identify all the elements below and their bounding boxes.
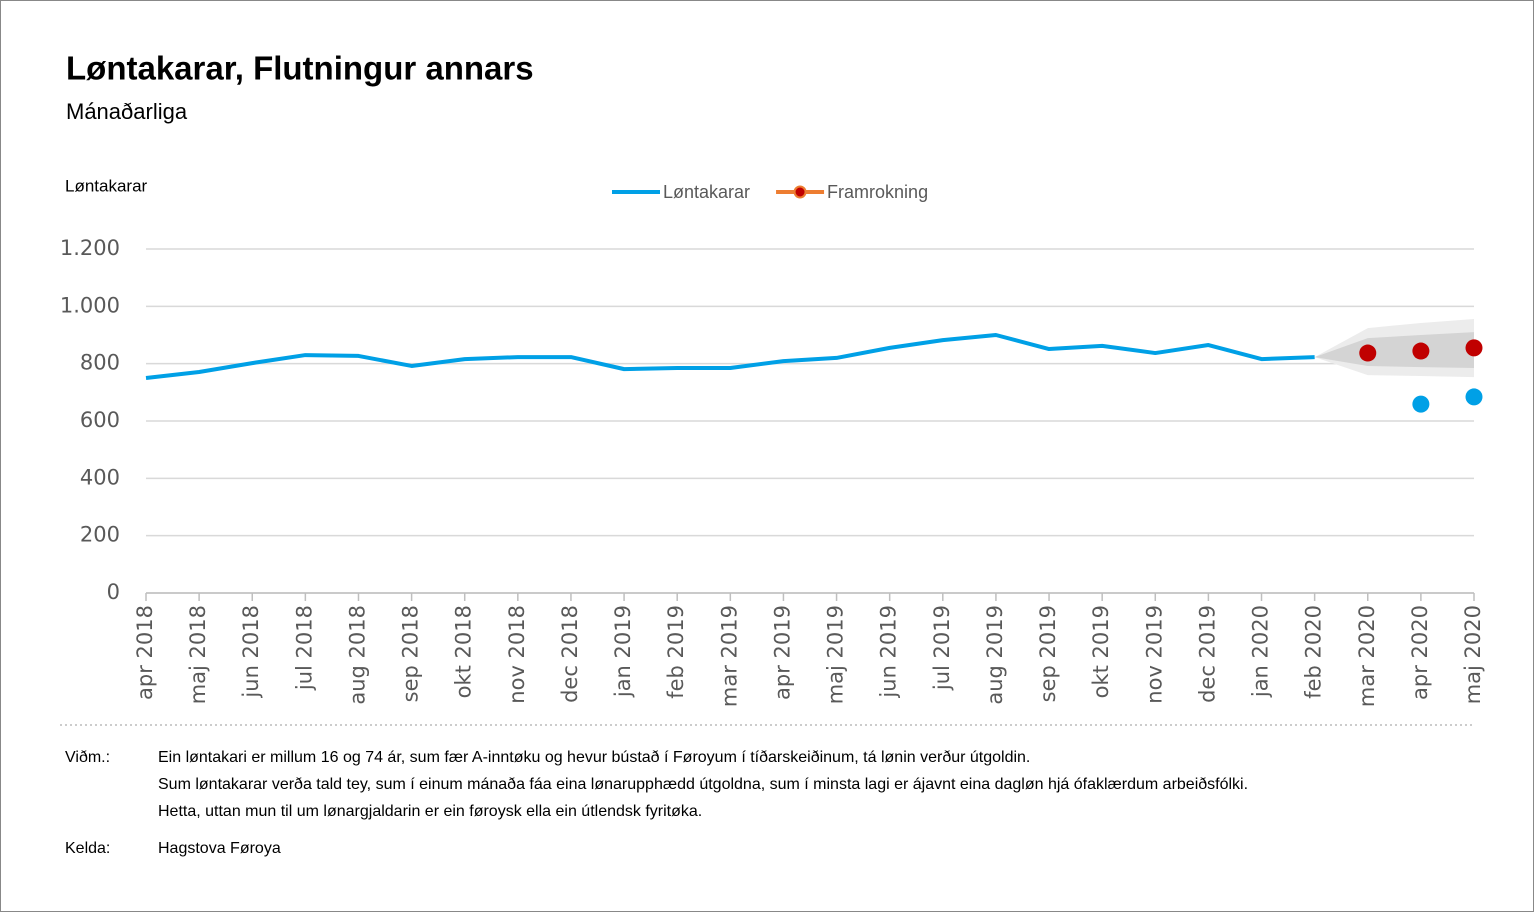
chart-subtitle: Mánaðarliga bbox=[66, 99, 188, 124]
x-tick-label: jun 2018 bbox=[239, 605, 263, 699]
data-line bbox=[145, 333, 1315, 380]
data-point bbox=[1465, 388, 1483, 406]
x-tick-label: dec 2019 bbox=[1195, 605, 1219, 703]
legend-label: Framrokning bbox=[827, 182, 928, 202]
data-point bbox=[1359, 344, 1377, 362]
y-tick-label: 200 bbox=[80, 523, 120, 547]
x-tick-label: mar 2020 bbox=[1355, 605, 1379, 707]
x-tick-label: nov 2018 bbox=[505, 605, 529, 704]
x-tick-label: dec 2018 bbox=[558, 605, 582, 703]
x-tick-label: jul 2019 bbox=[930, 605, 954, 691]
y-tick-label: 0 bbox=[107, 580, 120, 604]
y-tick-label: 1.200 bbox=[60, 236, 120, 260]
y-tick-label: 600 bbox=[80, 408, 120, 432]
source-text: Hagstova Føroya bbox=[158, 840, 281, 857]
x-tick-label: apr 2018 bbox=[133, 605, 157, 700]
y-tick-label: 1.000 bbox=[60, 293, 120, 317]
data-point bbox=[1465, 339, 1483, 357]
data-point bbox=[1412, 342, 1430, 360]
legend-marker bbox=[793, 185, 807, 199]
x-tick-label: feb 2019 bbox=[664, 605, 688, 699]
x-tick-label: jan 2020 bbox=[1249, 605, 1273, 698]
source-label: Kelda: bbox=[65, 840, 110, 857]
x-tick-label: maj 2019 bbox=[824, 605, 848, 704]
x-tick-label: apr 2020 bbox=[1408, 605, 1432, 700]
x-tick-label: mar 2019 bbox=[717, 605, 741, 707]
note-line: Sum løntakarar verða tald tey, sum í ein… bbox=[158, 776, 1248, 793]
x-tick-label: sep 2018 bbox=[399, 605, 423, 702]
note-line: Hetta, uttan mun til um lønargjaldarin e… bbox=[158, 803, 702, 820]
forecast-band bbox=[1314, 332, 1474, 368]
x-tick-label: jan 2019 bbox=[611, 605, 635, 698]
chart-title: Løntakarar, Flutningur annars bbox=[66, 50, 534, 87]
x-tick-label: aug 2018 bbox=[345, 605, 369, 705]
y-tick-label: 800 bbox=[80, 351, 120, 375]
legend-label: Løntakarar bbox=[663, 182, 750, 202]
x-tick-label: jun 2019 bbox=[877, 605, 901, 699]
data-point bbox=[1412, 395, 1430, 413]
x-tick-label: feb 2020 bbox=[1302, 605, 1326, 699]
x-tick-label: sep 2019 bbox=[1036, 605, 1060, 702]
note-line: Ein løntakari er millum 16 og 74 ár, sum… bbox=[158, 749, 1030, 766]
x-tick-label: okt 2018 bbox=[452, 605, 476, 698]
x-tick-label: apr 2019 bbox=[770, 605, 794, 700]
x-tick-label: aug 2019 bbox=[983, 605, 1007, 705]
x-tick-label: okt 2019 bbox=[1089, 605, 1113, 698]
x-tick-label: maj 2018 bbox=[186, 605, 210, 704]
x-tick-label: jul 2018 bbox=[292, 605, 316, 691]
notes-label: Viðm.: bbox=[65, 749, 110, 766]
x-tick-label: nov 2019 bbox=[1142, 605, 1166, 704]
y-tick-label: 400 bbox=[80, 465, 120, 489]
y-axis-title: Løntakarar bbox=[65, 176, 148, 195]
x-tick-label: maj 2020 bbox=[1461, 605, 1485, 704]
